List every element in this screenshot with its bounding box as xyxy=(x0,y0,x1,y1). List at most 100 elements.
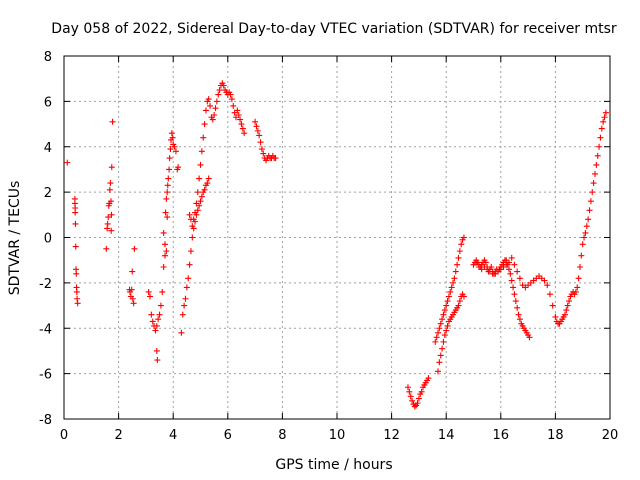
data-point xyxy=(160,263,167,270)
data-point xyxy=(258,146,265,153)
data-point xyxy=(190,216,197,223)
y-tick-label: -6 xyxy=(39,368,52,383)
data-point xyxy=(227,91,234,98)
data-point xyxy=(166,155,173,162)
x-tick-label: 14 xyxy=(438,428,455,443)
data-point xyxy=(209,116,216,123)
data-point xyxy=(163,195,170,202)
data-point xyxy=(435,368,442,375)
data-point xyxy=(566,298,573,305)
data-point xyxy=(597,134,604,141)
data-point xyxy=(129,295,136,302)
data-point xyxy=(164,189,171,196)
data-point xyxy=(515,311,522,318)
data-point xyxy=(516,275,523,282)
data-point xyxy=(181,302,188,309)
data-point xyxy=(439,316,446,323)
data-point xyxy=(166,166,173,173)
data-point xyxy=(197,198,204,205)
data-point xyxy=(230,102,237,109)
axis-ticks xyxy=(63,55,611,420)
data-point xyxy=(73,270,80,277)
data-point xyxy=(187,248,194,255)
data-point xyxy=(108,227,115,234)
data-point xyxy=(445,293,452,300)
data-point xyxy=(153,347,160,354)
data-point xyxy=(205,96,212,103)
data-point xyxy=(444,322,451,329)
data-point xyxy=(456,298,463,305)
data-point xyxy=(407,393,414,400)
data-point xyxy=(201,186,208,193)
data-point xyxy=(589,189,596,196)
data-point xyxy=(154,357,161,364)
x-tick-label: 20 xyxy=(602,428,619,443)
data-point xyxy=(167,146,174,153)
data-point xyxy=(473,259,480,266)
data-point xyxy=(406,388,413,395)
data-point xyxy=(439,345,446,352)
x-tick-label: 16 xyxy=(493,428,510,443)
data-point xyxy=(153,322,160,329)
data-point xyxy=(156,311,163,318)
data-point xyxy=(104,220,111,227)
data-point xyxy=(149,318,156,325)
data-point xyxy=(443,302,450,309)
data-point xyxy=(441,307,448,314)
data-point xyxy=(160,229,167,236)
data-point xyxy=(193,200,200,207)
data-point xyxy=(169,134,176,141)
data-point xyxy=(168,130,175,137)
data-point xyxy=(600,118,607,125)
data-point xyxy=(241,130,248,137)
data-point xyxy=(201,121,208,128)
data-point xyxy=(514,268,521,275)
x-tick-labels: 0 2 4 6 8 10 12 14 16 18 20 xyxy=(60,428,618,443)
data-point xyxy=(164,182,171,189)
y-tick-label: 2 xyxy=(44,186,52,201)
x-tick-label: 2 xyxy=(114,428,122,443)
data-point xyxy=(73,288,80,295)
data-point xyxy=(179,311,186,318)
data-point xyxy=(192,209,199,216)
data-point xyxy=(526,334,533,341)
data-point xyxy=(205,175,212,182)
data-point xyxy=(454,261,461,268)
data-point xyxy=(440,311,447,318)
data-point xyxy=(563,307,570,314)
data-point xyxy=(451,275,458,282)
data-point xyxy=(198,193,205,200)
data-point xyxy=(436,359,443,366)
x-axis-label: GPS time / hours xyxy=(275,457,392,473)
data-point xyxy=(437,320,444,327)
data-point xyxy=(409,397,416,404)
data-point xyxy=(155,316,162,323)
data-point xyxy=(587,198,594,205)
data-point xyxy=(440,338,447,345)
data-point xyxy=(72,209,79,216)
data-point xyxy=(404,384,411,391)
data-point xyxy=(163,248,170,255)
data-point xyxy=(162,241,169,248)
y-tick-label: 8 xyxy=(44,50,52,65)
data-point xyxy=(564,302,571,309)
data-point xyxy=(583,223,590,230)
data-point xyxy=(411,403,418,410)
data-point xyxy=(257,139,264,146)
x-tick-label: 6 xyxy=(224,428,232,443)
data-point xyxy=(131,245,138,252)
grid-lines xyxy=(64,56,610,419)
data-point xyxy=(456,248,463,255)
data-point xyxy=(576,263,583,270)
data-point xyxy=(591,170,598,177)
data-point xyxy=(575,275,582,282)
data-point xyxy=(433,334,440,341)
data-point xyxy=(207,102,214,109)
data-point xyxy=(200,134,207,141)
data-point xyxy=(146,293,153,300)
data-point xyxy=(508,254,515,261)
data-point xyxy=(455,302,462,309)
data-point xyxy=(186,261,193,268)
data-point xyxy=(145,288,152,295)
